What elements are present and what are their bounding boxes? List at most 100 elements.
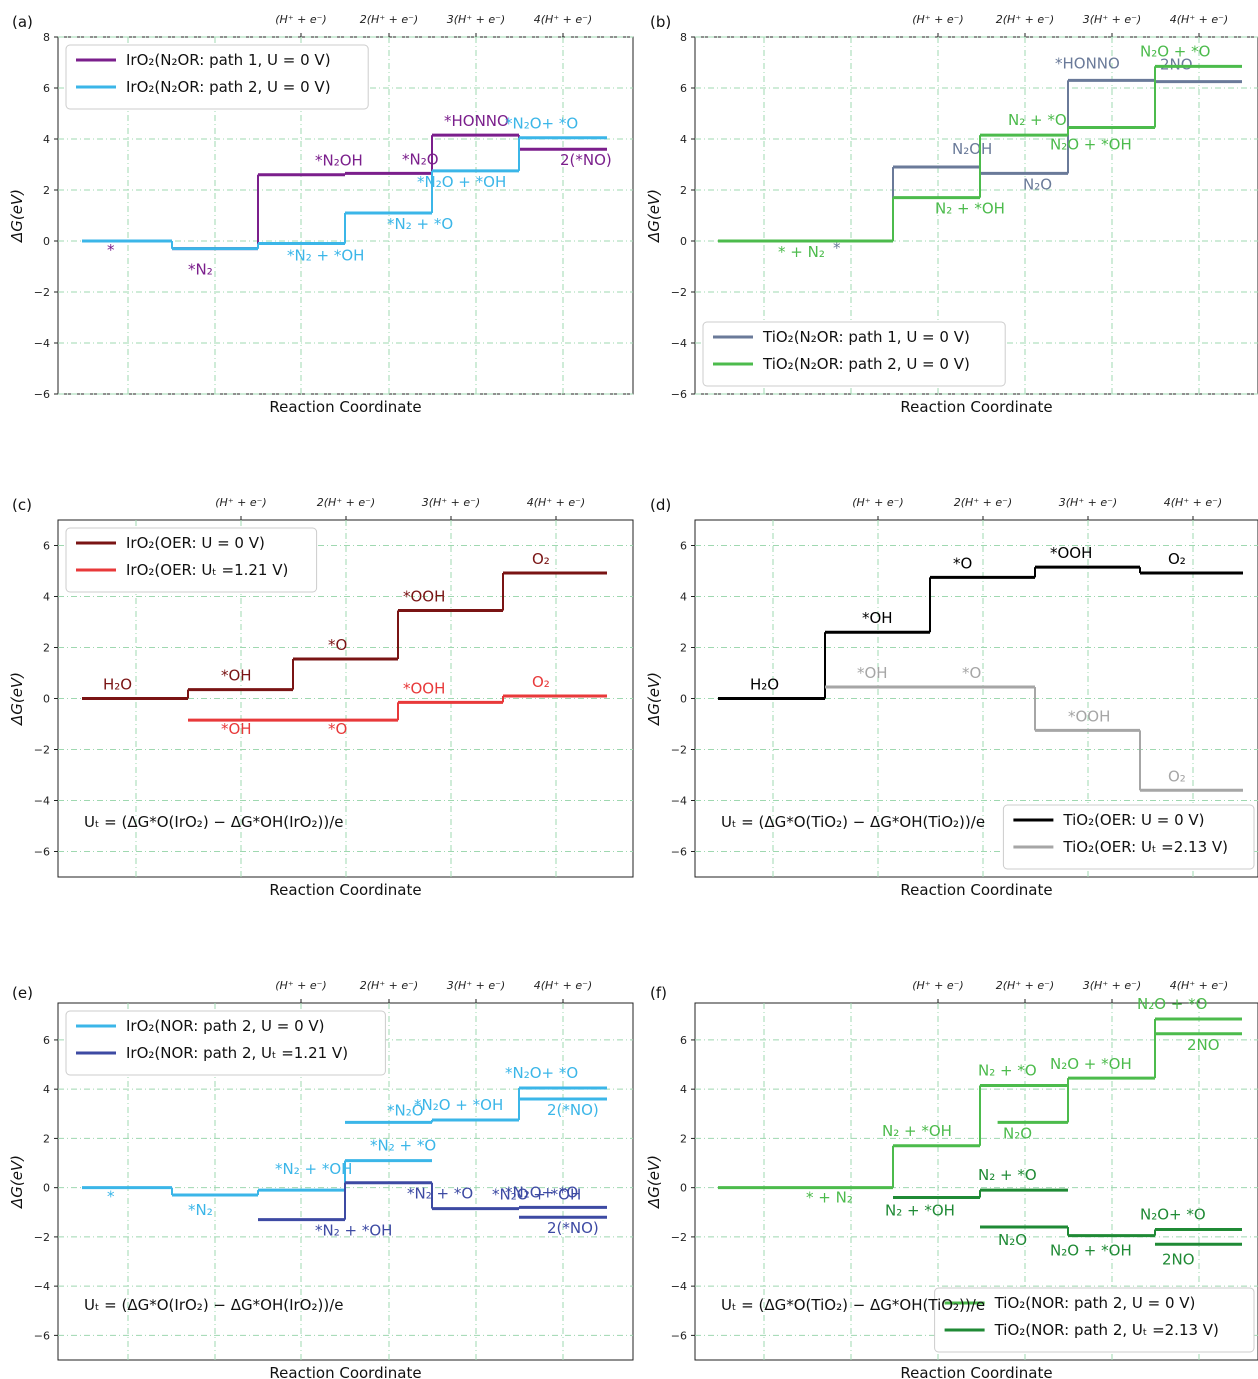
state-label: N₂O [998,1231,1027,1249]
legend-entry: IrO₂(N₂OR: path 1, U = 0 V) [126,51,331,69]
state-label: N₂ + *OH [885,1202,955,1220]
state-label: *OOH [403,679,445,697]
state-label: N₂O + *OH [1050,1242,1132,1260]
y-tick-label: −4 [671,1280,687,1293]
state-label: *HONNO [444,112,509,130]
y-axis-label: ΔG(eV) [645,672,663,726]
legend-entry: IrO₂(NOR: path 2, Uₜ =1.21 V) [126,1044,348,1062]
top-tick-label: 4(H⁺ + e⁻) [1164,496,1222,509]
state-label: *N₂O + *OH [417,173,506,191]
legend-entry: TiO₂(N₂OR: path 1, U = 0 V) [762,328,970,346]
y-tick-label: 6 [680,82,687,95]
state-label: *N₂ [188,1201,213,1219]
top-tick-label: (H⁺ + e⁻) [912,13,963,26]
y-tick-label: 6 [680,1034,687,1047]
state-label: *OOH [1050,544,1092,562]
series-1: * + N₂ N₂ + *OH N₂ + *O N₂O N₂O + *OH N₂O + *… [718,995,1242,1207]
state-label: *N₂O [387,1101,424,1119]
y-tick-label: −6 [34,846,50,859]
state-label: *OOH [1068,707,1110,725]
top-tick-label: (H⁺ + e⁻) [215,496,266,509]
state-label: *N₂OH [315,152,363,170]
y-tick-label: 4 [43,133,50,146]
state-label: *N₂O [402,150,439,168]
state-label: N₂OH [952,140,992,158]
state-label: *N₂ + *O [387,215,453,233]
series-2: * + N₂ N₂ + *OH N₂ + *O N₂O + *OH N₂O + *O [718,42,1242,261]
x-axis-label: Reaction Coordinate [900,398,1052,416]
panel-label: (d) [650,496,671,514]
y-axis-label: ΔG(eV) [8,672,26,726]
state-label: *OH [221,720,252,738]
y-tick-label: −2 [34,744,50,757]
threshold-formula: Uₜ = (ΔG*O(IrO₂) − ΔG*OH(IrO₂))/e [84,813,344,831]
state-label: *OOH [403,588,445,606]
legend-box [934,1287,1255,1353]
state-label: *N₂ + *O [370,1137,436,1155]
legend-box [65,527,318,593]
y-tick-label: 0 [43,693,50,706]
y-axis-label: ΔG(eV) [645,1155,663,1209]
state-label: 2NO [1187,1036,1220,1054]
threshold-formula: Uₜ = (ΔG*O(TiO₂) − ΔG*OH(TiO₂))/e [721,813,985,831]
legend-entry: TiO₂(OER: U = 0 V) [1062,811,1204,829]
panel-label: (c) [12,496,32,514]
panel-d: −6 −4 −2 0 2 4 6 (H⁺ + e⁻) 2(H⁺ + e⁻) 3(H⁺ + e⁻) 4… [645,496,1258,899]
legend: TiO₂(N₂OR: path 1, U = 0 V) TiO₂(N₂OR: pa… [702,321,1006,387]
state-label: * [833,239,841,257]
top-tick-label: 3(H⁺ + e⁻) [447,979,505,992]
state-label: N₂O + *OH [1050,136,1132,154]
y-tick-label: −2 [671,1231,687,1244]
state-label: O₂ [532,550,550,568]
y-tick-label: 2 [680,642,687,655]
series-2: *N₂ + *OH *N₂ + *O *N₂O + *OH *N₂O+ *O [82,115,607,265]
state-label: *OH [857,664,888,682]
top-tick-label: (H⁺ + e⁻) [275,979,326,992]
state-label: *N₂ + *O [407,1185,473,1203]
state-label: N₂O + *OH [1050,1055,1132,1073]
state-label: *N₂ + *OH [287,247,364,265]
x-axis-label: Reaction Coordinate [269,398,421,416]
y-tick-label: −2 [671,744,687,757]
state-label: * [107,1188,115,1206]
threshold-formula: Uₜ = (ΔG*O(TiO₂) − ΔG*OH(TiO₂))/e [721,1296,985,1314]
state-label: N₂ + *O [978,1166,1037,1184]
y-tick-label: −6 [671,846,687,859]
y-tick-label: −4 [671,337,687,350]
state-label: *N₂O+ *O [505,1064,578,1082]
legend-entry: IrO₂(NOR: path 2, U = 0 V) [126,1017,325,1035]
legend: TiO₂(NOR: path 2, U = 0 V) TiO₂(NOR: path… [934,1287,1255,1353]
panel-a: −6 −4 −2 0 2 4 6 8 (H⁺ + e⁻) 2(H⁺ + e⁻) 3(H⁺ + e⁻)… [8,13,634,416]
state-label: N₂ + *O [978,1061,1037,1079]
panel-label: (e) [12,984,33,1002]
state-label: N₂ + *OH [935,200,1005,218]
state-label: N₂O + *O [1140,42,1210,60]
state-label: *O [962,664,981,682]
y-axis-label: ΔG(eV) [645,189,663,243]
series-2: N₂ + *OH N₂ + *O N₂O N₂O + *OH N₂O+ *O 2NO [885,1166,1242,1268]
y-tick-label: 8 [680,31,687,44]
y-tick-label: 0 [680,235,687,248]
state-label: N₂ + *OH [882,1122,952,1140]
state-label: O₂ [1168,767,1186,785]
series-2: *N₂ + *OH *N₂ + *O *N₂O + *OH*N₂O+ *O 2(*NO… [258,1181,607,1240]
state-label: *N₂ [188,261,213,279]
top-tick-label: 2(H⁺ + e⁻) [317,496,375,509]
legend-entry: TiO₂(NOR: path 2, Uₜ =2.13 V) [994,1321,1219,1339]
top-tick-label: 3(H⁺ + e⁻) [1059,496,1117,509]
y-tick-label: −4 [34,795,50,808]
top-tick-label: 4(H⁺ + e⁻) [534,979,592,992]
y-tick-label: −6 [671,1329,687,1342]
y-tick-label: 0 [680,693,687,706]
top-tick-label: 2(H⁺ + e⁻) [360,13,418,26]
y-axis-label: ΔG(eV) [8,189,26,243]
state-label: *N₂ + *OH [275,1160,352,1178]
state-label: 2(*NO) [547,1101,599,1119]
state-label: *O [328,720,347,738]
state-label: * + N₂ [778,243,825,261]
x-axis-label: Reaction Coordinate [269,1364,421,1379]
state-label: *O [328,636,347,654]
legend: IrO₂(N₂OR: path 1, U = 0 V) IrO₂(N₂OR: pa… [65,44,369,110]
state-label: *N₂O+ *O [505,115,578,133]
y-tick-label: 4 [680,1083,687,1096]
